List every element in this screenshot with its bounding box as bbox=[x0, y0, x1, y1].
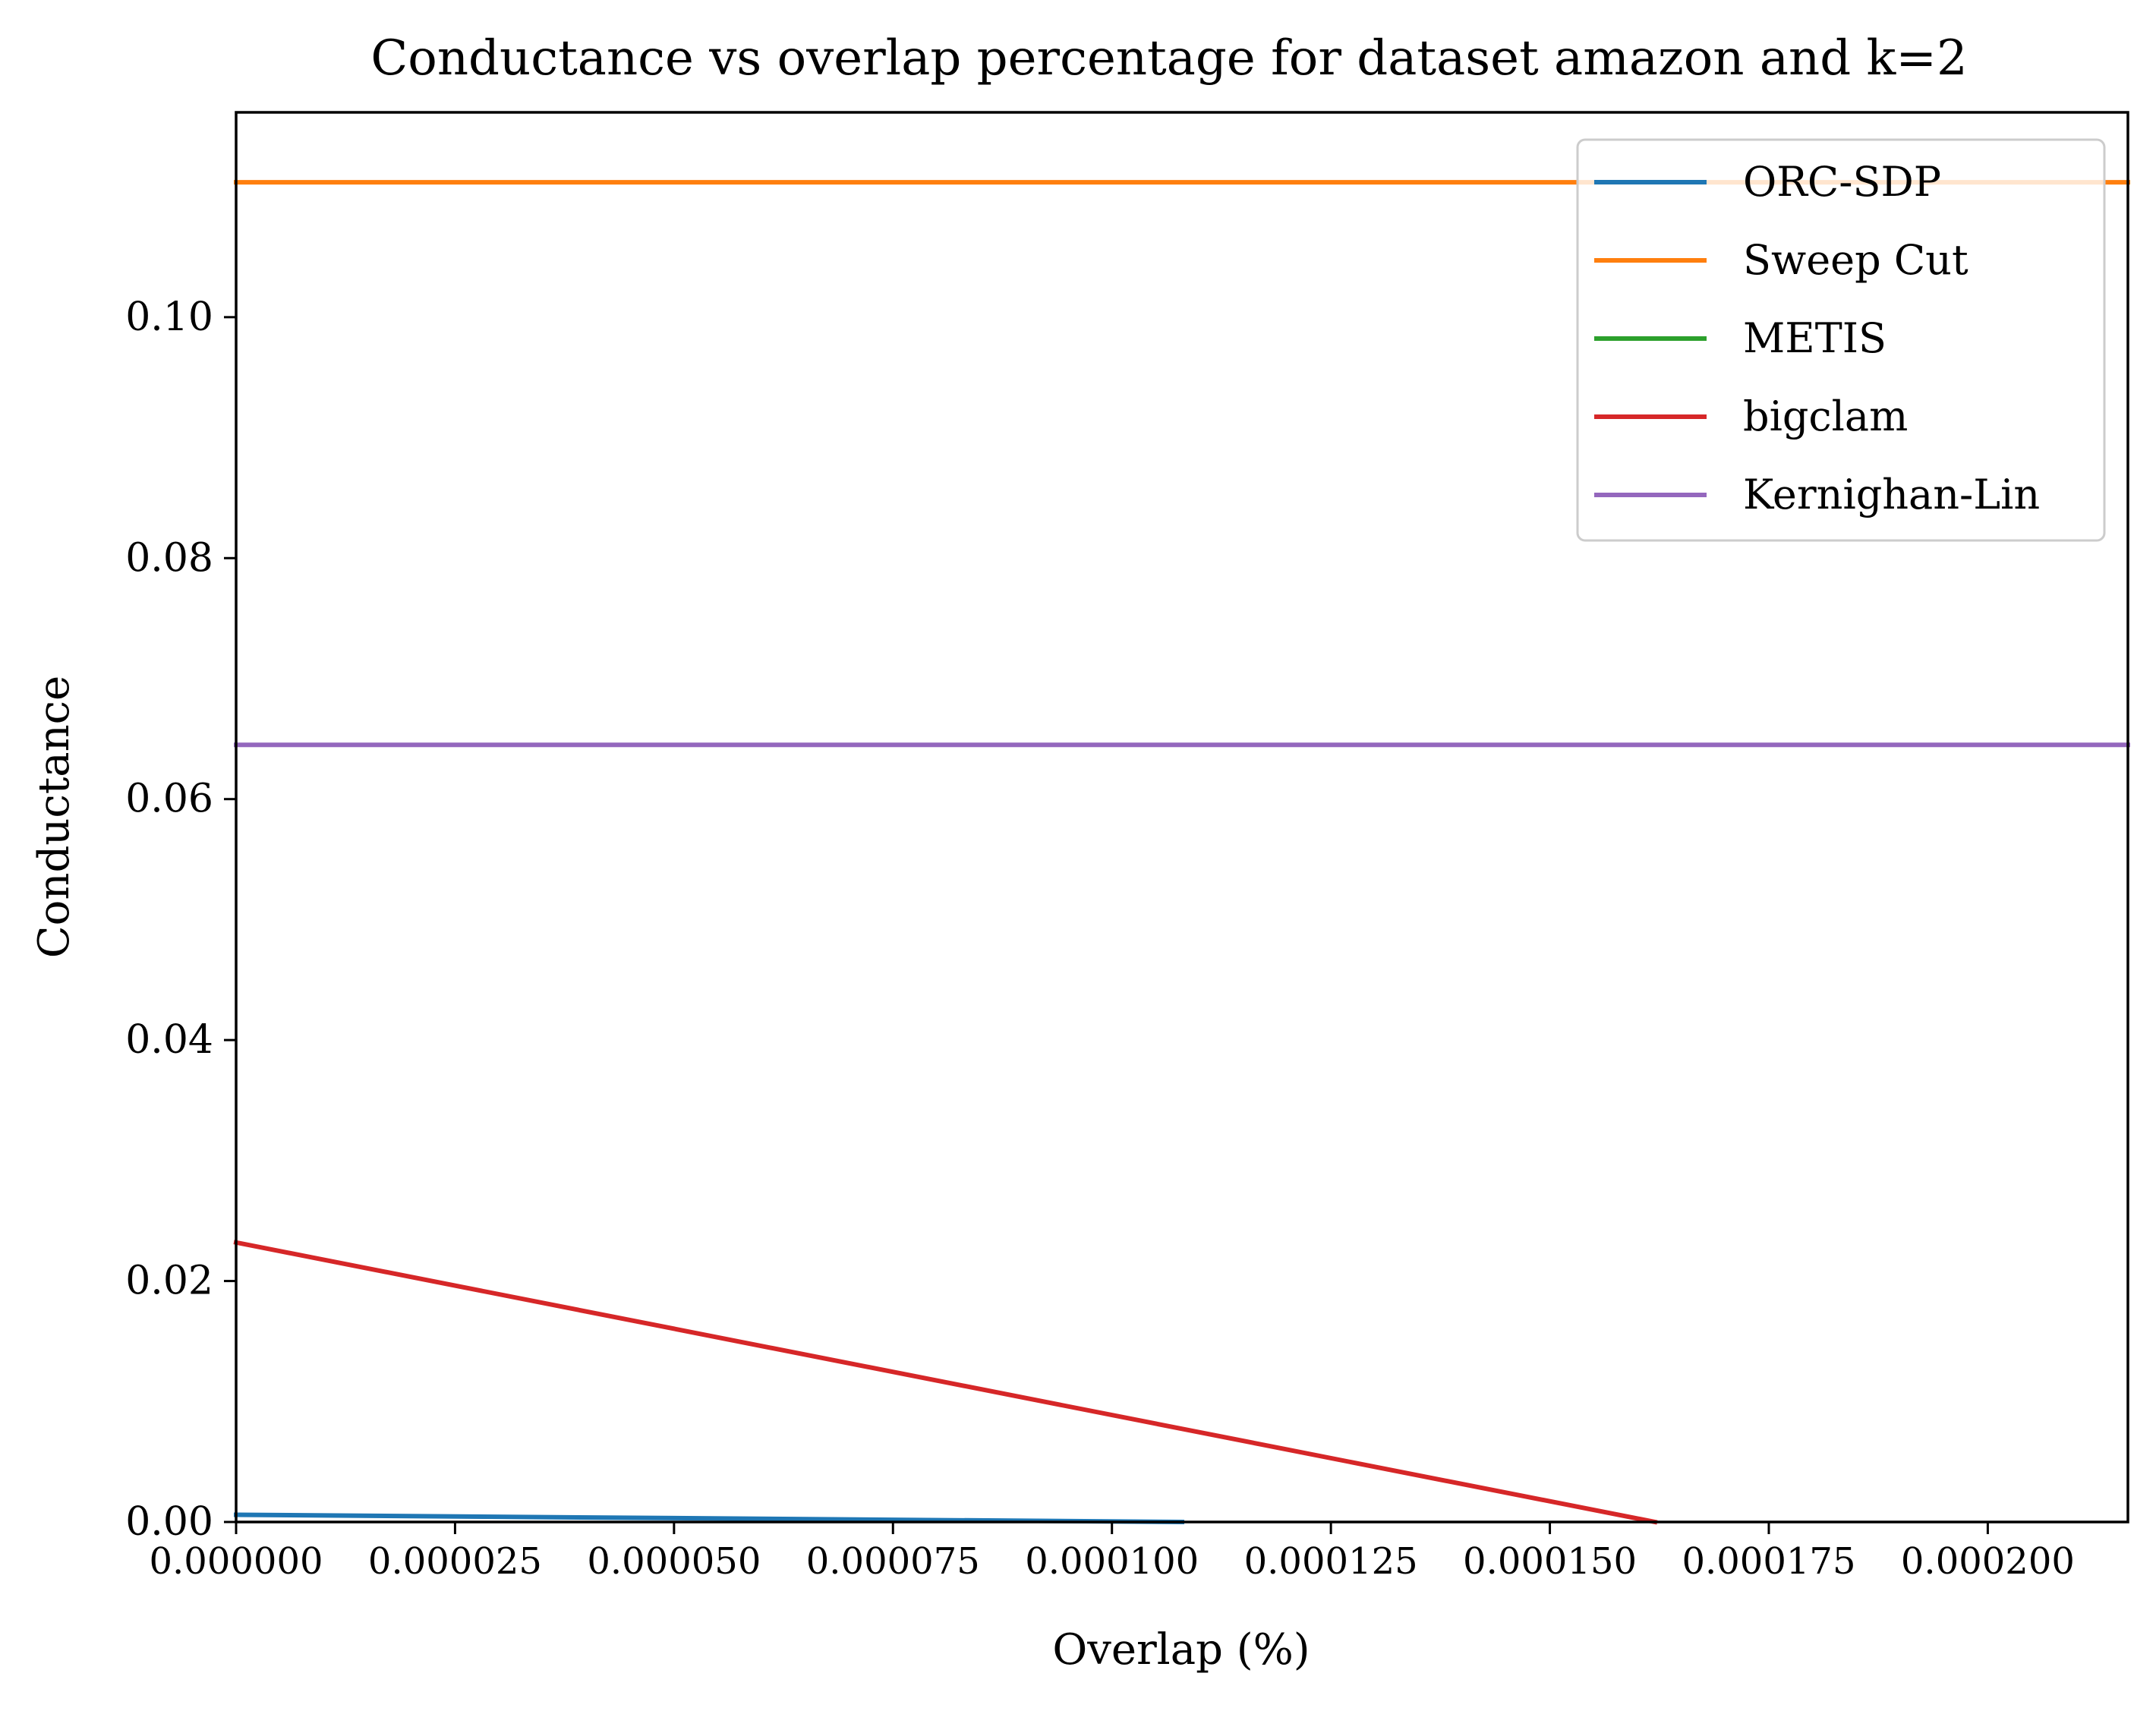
legend: ORC-SDP Sweep Cut METIS bigclam Kernighan-Li… bbox=[1576, 138, 2106, 542]
y-tick-label: 0.08 bbox=[125, 535, 213, 581]
x-tick-label: 0.000175 bbox=[1682, 1540, 1855, 1583]
series-line-bigclam bbox=[233, 1240, 1658, 1525]
x-axis-label: Overlap (%) bbox=[1052, 1625, 1310, 1675]
x-tick-label: 0.000050 bbox=[587, 1540, 761, 1583]
x-tick-label: 0.000075 bbox=[806, 1540, 980, 1583]
y-tick-label: 0.06 bbox=[125, 777, 213, 822]
x-axis: 0.000000 0.000025 0.000050 0.000075 0.000100… bbox=[149, 1522, 2075, 1583]
legend-label: bigclam bbox=[1743, 392, 1908, 440]
y-axis: 0.00 0.02 0.04 0.06 0.08 0.10 bbox=[125, 295, 236, 1545]
y-tick-label: 0.00 bbox=[125, 1499, 213, 1545]
legend-label: Kernighan-Lin bbox=[1743, 471, 2040, 518]
y-tick-label: 0.04 bbox=[125, 1017, 213, 1063]
x-tick-label: 0.000125 bbox=[1244, 1540, 1418, 1583]
legend-label: METIS bbox=[1743, 314, 1886, 362]
x-tick-label: 0.000150 bbox=[1463, 1540, 1637, 1583]
y-tick-label: 0.02 bbox=[125, 1259, 213, 1304]
y-tick-label: 0.10 bbox=[125, 295, 213, 340]
legend-label: Sweep Cut bbox=[1743, 236, 1968, 284]
x-tick-label: 0.000000 bbox=[149, 1540, 323, 1583]
chart-title: Conductance vs overlap percentage for da… bbox=[370, 30, 1967, 87]
x-tick-label: 0.000200 bbox=[1901, 1540, 2075, 1583]
plot-frame bbox=[235, 111, 2129, 1524]
x-tick-label: 0.000100 bbox=[1025, 1540, 1199, 1583]
y-axis-label: Conductance bbox=[30, 676, 79, 958]
legend-label: ORC-SDP bbox=[1743, 158, 1941, 206]
legend-frame bbox=[1576, 138, 2106, 542]
x-tick-label: 0.000025 bbox=[368, 1540, 542, 1583]
